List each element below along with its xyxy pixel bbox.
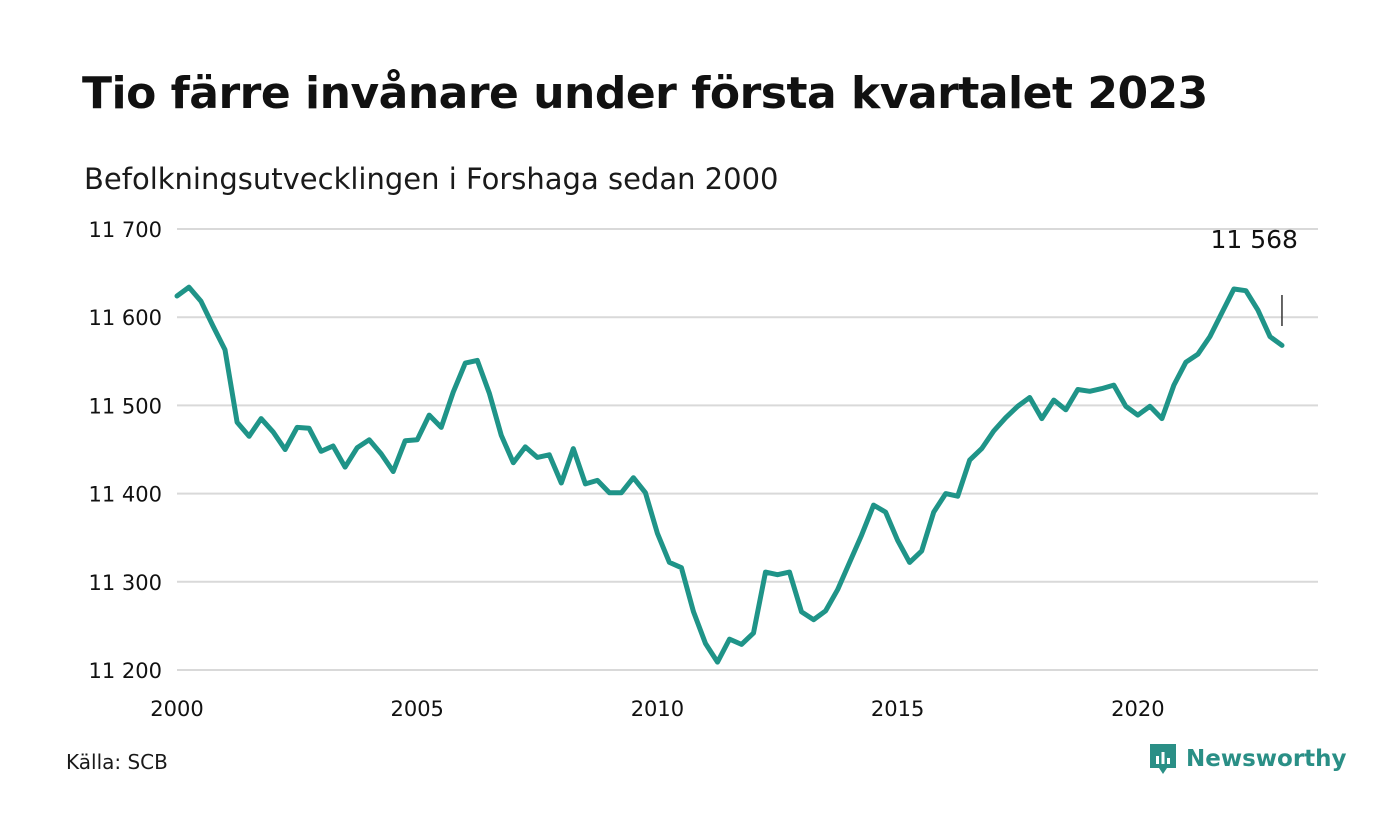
source-note: Källa: SCB	[66, 750, 168, 774]
x-tick-label: 2020	[1111, 697, 1164, 721]
y-tick-label: 11 700	[89, 218, 162, 242]
y-tick-label: 11 400	[89, 483, 162, 507]
newsworthy-logo-icon	[1150, 744, 1176, 774]
series-line	[174, 284, 1285, 665]
y-axis-ticks: 11 200 11 300 11 400 11 500 11 600 11 700	[89, 218, 162, 683]
annotation-layer: 11 568	[1210, 225, 1298, 326]
y-tick-label: 11 300	[89, 571, 162, 595]
y-tick-label: 11 200	[89, 659, 162, 683]
x-tick-label: 2015	[871, 697, 924, 721]
x-tick-label: 2000	[150, 697, 203, 721]
series-layer	[174, 284, 1285, 665]
chart-subtitle: Befolkningsutvecklingen i Forshaga sedan…	[84, 162, 779, 196]
y-tick-label: 11 600	[89, 306, 162, 330]
x-axis-ticks: 2000 2005 2010 2015 2020	[150, 697, 1164, 721]
x-tick-label: 2010	[631, 697, 684, 721]
brand[interactable]: Newsworthy	[1148, 742, 1347, 776]
y-tick-label: 11 500	[89, 394, 162, 418]
grid-lines	[177, 228, 1318, 671]
brand-name: Newsworthy	[1186, 746, 1347, 772]
x-tick-label: 2005	[390, 697, 443, 721]
annotation-label: 11 568	[1210, 225, 1297, 254]
chart-title: Tio färre invånare under första kvartale…	[82, 68, 1208, 119]
